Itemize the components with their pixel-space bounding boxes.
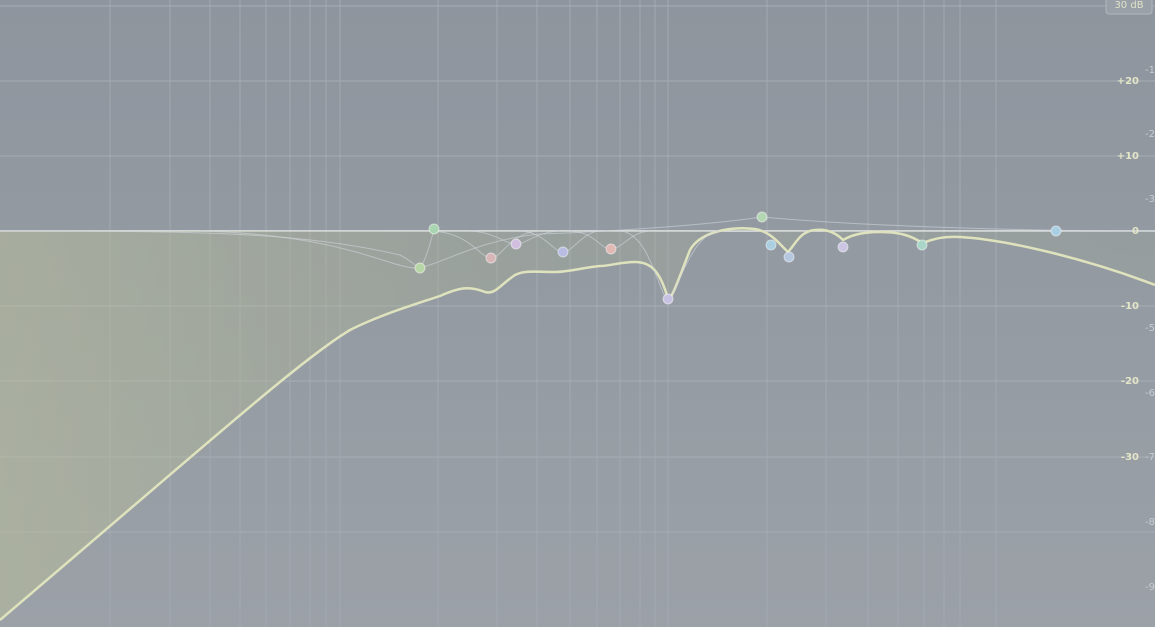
analyzer-label: -9 (1145, 582, 1155, 593)
band-node[interactable] (414, 262, 426, 274)
analyzer-label: -3 (1145, 194, 1155, 205)
analyzer-scale: -1 -2 -3 -5 -6 -7 -8 -9 (1145, 65, 1155, 593)
band-node[interactable] (765, 239, 777, 251)
analyzer-label: -5 (1145, 323, 1155, 334)
analyzer-label: -1 (1145, 65, 1155, 76)
frequency-grid (109, 0, 997, 627)
analyzer-label: -6 (1145, 388, 1155, 399)
range-button-label[interactable]: 30 dB (1114, 0, 1143, 11)
db-label: -20 (1121, 376, 1139, 387)
band-node[interactable] (756, 211, 768, 223)
db-label: +20 (1117, 76, 1139, 87)
db-label: +10 (1117, 151, 1139, 162)
db-label: 0 (1132, 226, 1139, 237)
analyzer-label: -2 (1145, 129, 1155, 140)
band-node[interactable] (662, 293, 674, 305)
band-node[interactable] (837, 241, 849, 253)
eq-curve-fill (0, 228, 1155, 620)
band-node[interactable] (1050, 225, 1062, 237)
db-scale: +20 +10 0 -10 -20 -30 (1117, 76, 1139, 463)
band-node[interactable] (605, 243, 617, 255)
db-label: -10 (1121, 301, 1139, 312)
band-node[interactable] (783, 251, 795, 263)
band-node[interactable] (428, 223, 440, 235)
band-node[interactable] (557, 246, 569, 258)
band-node[interactable] (916, 239, 928, 251)
band-node[interactable] (510, 238, 522, 250)
range-button[interactable]: 30 dB (1105, 0, 1153, 15)
band-node[interactable] (485, 252, 497, 264)
analyzer-label: -7 (1145, 452, 1155, 463)
band-nodes[interactable] (414, 211, 1062, 305)
analyzer-label: -8 (1145, 517, 1155, 528)
range-button-box[interactable] (1105, 0, 1153, 15)
db-label: -30 (1121, 452, 1139, 463)
